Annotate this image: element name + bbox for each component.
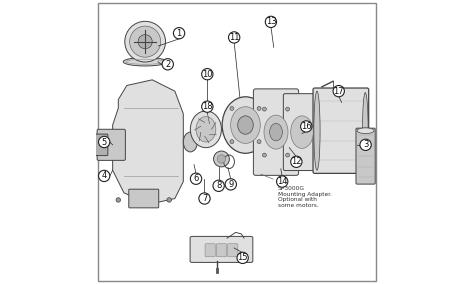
Circle shape bbox=[199, 193, 210, 204]
Text: 16: 16 bbox=[301, 122, 311, 131]
Text: SP3000G
Mounting Adapter.
Optional with
some motors.: SP3000G Mounting Adapter. Optional with … bbox=[278, 186, 332, 208]
FancyBboxPatch shape bbox=[205, 244, 215, 257]
Text: 3: 3 bbox=[363, 140, 368, 149]
Ellipse shape bbox=[270, 123, 283, 141]
Ellipse shape bbox=[314, 91, 320, 170]
Text: 8: 8 bbox=[216, 181, 221, 190]
FancyBboxPatch shape bbox=[254, 89, 299, 175]
Text: 15: 15 bbox=[237, 253, 248, 262]
FancyBboxPatch shape bbox=[190, 236, 253, 262]
Circle shape bbox=[167, 198, 172, 202]
Text: 7: 7 bbox=[202, 194, 207, 203]
Ellipse shape bbox=[237, 116, 253, 134]
Text: 4: 4 bbox=[101, 172, 107, 180]
Text: 13: 13 bbox=[265, 17, 276, 26]
Circle shape bbox=[201, 68, 213, 80]
Ellipse shape bbox=[191, 111, 221, 148]
FancyBboxPatch shape bbox=[283, 94, 320, 171]
Circle shape bbox=[173, 28, 185, 39]
Text: 10: 10 bbox=[202, 70, 212, 79]
Text: 9: 9 bbox=[228, 180, 233, 189]
Polygon shape bbox=[113, 80, 183, 204]
Circle shape bbox=[213, 180, 224, 191]
Circle shape bbox=[276, 176, 288, 187]
Ellipse shape bbox=[123, 57, 167, 66]
Circle shape bbox=[201, 101, 213, 112]
FancyBboxPatch shape bbox=[97, 129, 125, 160]
Circle shape bbox=[230, 106, 234, 110]
Ellipse shape bbox=[357, 128, 374, 133]
Circle shape bbox=[125, 21, 165, 62]
Circle shape bbox=[237, 252, 248, 264]
Ellipse shape bbox=[231, 107, 260, 143]
Circle shape bbox=[225, 179, 237, 190]
Circle shape bbox=[286, 107, 290, 111]
Circle shape bbox=[257, 106, 261, 110]
Circle shape bbox=[99, 170, 110, 181]
Circle shape bbox=[265, 16, 276, 28]
Text: 18: 18 bbox=[202, 102, 213, 111]
FancyBboxPatch shape bbox=[129, 189, 159, 208]
Circle shape bbox=[228, 32, 240, 43]
Circle shape bbox=[291, 156, 302, 168]
Text: 11: 11 bbox=[229, 33, 239, 42]
Circle shape bbox=[162, 59, 173, 70]
Text: 17: 17 bbox=[333, 87, 344, 96]
Circle shape bbox=[99, 136, 110, 148]
Circle shape bbox=[301, 121, 312, 132]
Circle shape bbox=[263, 107, 266, 111]
Circle shape bbox=[257, 140, 261, 144]
FancyBboxPatch shape bbox=[228, 244, 238, 257]
Circle shape bbox=[263, 153, 266, 157]
Ellipse shape bbox=[183, 132, 198, 152]
Circle shape bbox=[360, 139, 371, 151]
FancyBboxPatch shape bbox=[356, 128, 375, 184]
Circle shape bbox=[217, 155, 226, 163]
FancyBboxPatch shape bbox=[216, 244, 227, 257]
Text: 2: 2 bbox=[165, 60, 170, 69]
Circle shape bbox=[286, 153, 290, 157]
Ellipse shape bbox=[264, 115, 288, 149]
FancyBboxPatch shape bbox=[95, 134, 108, 156]
Circle shape bbox=[116, 198, 120, 202]
Ellipse shape bbox=[222, 97, 269, 153]
Circle shape bbox=[214, 151, 229, 167]
Text: 14: 14 bbox=[277, 177, 287, 186]
Circle shape bbox=[138, 35, 152, 49]
Circle shape bbox=[333, 85, 345, 97]
FancyBboxPatch shape bbox=[313, 88, 369, 173]
Circle shape bbox=[230, 140, 234, 144]
Text: 1: 1 bbox=[176, 29, 182, 38]
Ellipse shape bbox=[291, 116, 313, 148]
Circle shape bbox=[129, 26, 161, 57]
Text: 5: 5 bbox=[101, 137, 107, 147]
Text: 12: 12 bbox=[291, 157, 301, 166]
Circle shape bbox=[191, 173, 201, 184]
Ellipse shape bbox=[196, 116, 216, 142]
Ellipse shape bbox=[363, 93, 368, 169]
Text: 6: 6 bbox=[193, 174, 199, 183]
